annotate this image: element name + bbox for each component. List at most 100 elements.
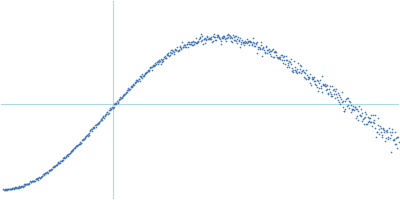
Point <box>184 43 190 46</box>
Point <box>68 150 74 153</box>
Point <box>47 169 54 172</box>
Point <box>159 60 166 64</box>
Point <box>295 61 301 64</box>
Point <box>156 60 163 64</box>
Point <box>137 75 144 78</box>
Point <box>122 92 128 96</box>
Point <box>285 64 292 67</box>
Point <box>273 54 279 57</box>
Point <box>57 161 63 164</box>
Point <box>150 65 157 68</box>
Point <box>375 123 382 126</box>
Point <box>374 116 381 119</box>
Point <box>91 127 97 130</box>
Point <box>93 123 99 126</box>
Point <box>330 88 337 91</box>
Point <box>301 75 307 78</box>
Point <box>334 96 340 99</box>
Point <box>268 54 274 57</box>
Point <box>388 134 394 137</box>
Point <box>154 60 160 63</box>
Point <box>336 94 342 97</box>
Point <box>124 89 131 92</box>
Point <box>35 177 42 180</box>
Point <box>111 105 117 108</box>
Point <box>138 74 144 78</box>
Point <box>26 183 32 186</box>
Point <box>293 70 300 73</box>
Point <box>87 129 94 132</box>
Point <box>54 161 61 164</box>
Point <box>273 50 280 54</box>
Point <box>265 49 271 52</box>
Point <box>230 34 236 37</box>
Point <box>176 44 183 47</box>
Point <box>230 38 237 42</box>
Point <box>317 86 324 89</box>
Point <box>243 41 249 44</box>
Point <box>132 81 138 84</box>
Point <box>204 35 211 38</box>
Point <box>329 94 335 97</box>
Point <box>298 71 304 74</box>
Point <box>40 173 46 176</box>
Point <box>349 108 356 111</box>
Point <box>8 187 14 191</box>
Point <box>229 36 235 39</box>
Point <box>327 90 333 93</box>
Point <box>180 46 186 49</box>
Point <box>339 101 345 104</box>
Point <box>232 38 238 41</box>
Point <box>146 70 152 73</box>
Point <box>46 169 52 172</box>
Point <box>32 178 39 181</box>
Point <box>350 107 356 110</box>
Point <box>209 41 215 44</box>
Point <box>352 105 358 108</box>
Point <box>78 141 85 144</box>
Point <box>333 88 339 91</box>
Point <box>6 188 13 191</box>
Point <box>177 45 184 49</box>
Point <box>255 46 261 49</box>
Point <box>39 175 46 178</box>
Point <box>119 96 125 99</box>
Point <box>274 56 281 59</box>
Point <box>235 36 241 39</box>
Point <box>157 60 163 63</box>
Point <box>132 80 139 84</box>
Point <box>348 109 355 112</box>
Point <box>268 50 274 53</box>
Point <box>117 96 124 99</box>
Point <box>294 68 300 71</box>
Point <box>329 84 336 87</box>
Point <box>83 135 89 138</box>
Point <box>380 127 386 130</box>
Point <box>391 138 397 141</box>
Point <box>98 117 104 120</box>
Point <box>386 126 392 130</box>
Point <box>136 79 143 82</box>
Point <box>104 110 110 114</box>
Point <box>215 34 222 37</box>
Point <box>368 120 374 124</box>
Point <box>7 187 13 190</box>
Point <box>124 89 130 92</box>
Point <box>321 83 327 86</box>
Point <box>379 134 386 137</box>
Point <box>39 175 45 178</box>
Point <box>100 115 106 118</box>
Point <box>382 139 388 143</box>
Point <box>10 187 16 190</box>
Point <box>385 137 392 141</box>
Point <box>63 155 69 158</box>
Point <box>276 55 282 58</box>
Point <box>173 49 179 52</box>
Point <box>369 124 375 127</box>
Point <box>387 136 393 140</box>
Point <box>233 39 240 43</box>
Point <box>143 71 149 74</box>
Point <box>180 44 187 47</box>
Point <box>68 150 75 153</box>
Point <box>234 38 241 41</box>
